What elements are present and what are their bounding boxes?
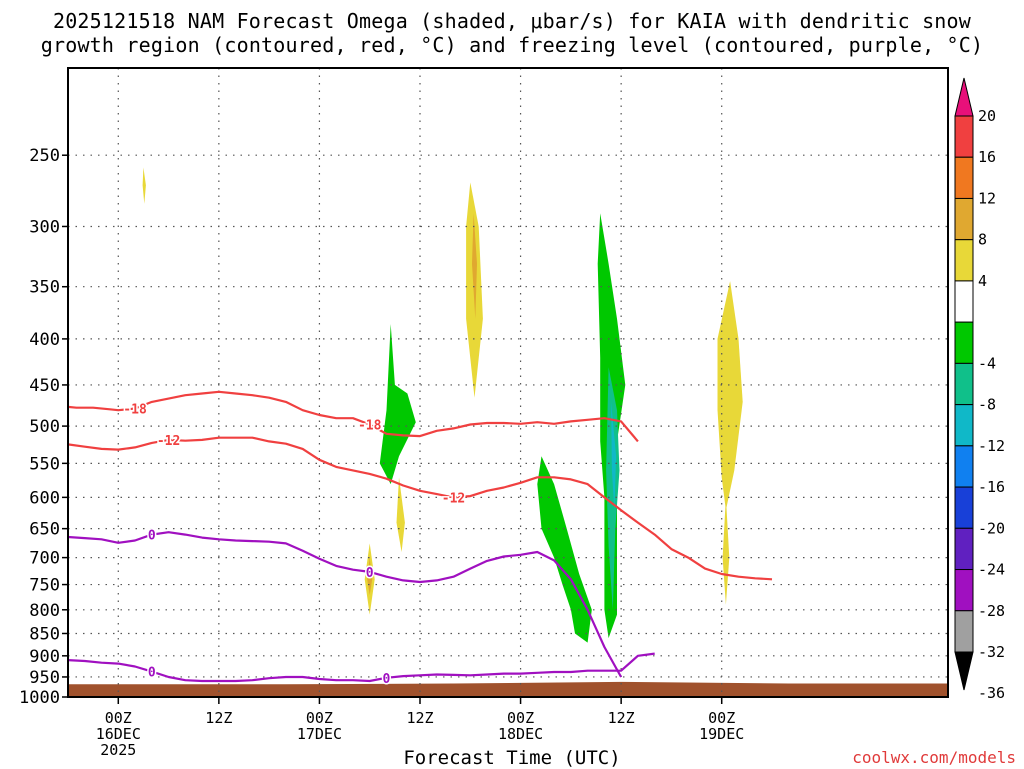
y-tick-label: 550: [29, 454, 60, 474]
contour-label: 0: [366, 566, 374, 581]
x-tick-label: 16DEC: [96, 725, 141, 743]
contour-0c-upper: [67, 531, 623, 678]
contour-label: -18: [123, 403, 147, 418]
x-tick-label: 00Z: [507, 709, 534, 727]
contour-label: 0: [148, 666, 156, 681]
omega-blob: [537, 456, 592, 643]
y-tick-label: 750: [29, 576, 60, 596]
x-tick-label: 12Z: [406, 709, 433, 727]
y-tick-label: 1000: [19, 688, 60, 708]
colorbar-swatch: [954, 569, 974, 612]
colorbar-label: -28: [978, 602, 1005, 620]
contour--18c: [67, 390, 639, 443]
omega-blob: [379, 324, 416, 485]
colorbar-label: 20: [978, 107, 996, 125]
colorbar-top-arrow: [954, 77, 974, 117]
colorbar-label: 12: [978, 189, 996, 207]
y-tick-label: 650: [29, 520, 60, 540]
colorbar-label: 4: [978, 272, 987, 290]
colorbar-swatch: [954, 445, 974, 488]
y-tick-label: 300: [29, 217, 60, 237]
colorbar-swatch: [954, 321, 974, 364]
colorbar-swatch: [954, 362, 974, 406]
plot-frame: [67, 67, 949, 698]
colorbar-swatch: [954, 115, 974, 158]
colorbar-swatch: [954, 156, 974, 199]
colorbar-label: -20: [978, 519, 1005, 537]
chart-title-line2: growth region (contoured, red, °C) and f…: [40, 33, 984, 57]
y-tick-label: 450: [29, 376, 60, 396]
colorbar-swatch: [954, 197, 974, 241]
colorbar-swatch: [954, 280, 974, 323]
contour-label: -18: [358, 419, 382, 434]
omega-blob: [717, 281, 743, 511]
colorbar-label: -32: [978, 643, 1005, 661]
y-tick-label: 850: [29, 624, 60, 644]
contour-label: -12: [157, 434, 180, 449]
y-tick-label: 350: [29, 278, 60, 298]
y-tick-label: 900: [29, 647, 60, 667]
contour-label: -12: [442, 491, 465, 506]
colorbar-swatch: [954, 610, 974, 653]
x-tick-label: 2025: [100, 741, 136, 759]
x-tick-label: 00Z: [105, 709, 132, 727]
y-tick-label: 250: [29, 146, 60, 166]
x-tick-label: 12Z: [608, 709, 635, 727]
x-tick-label: 00Z: [708, 709, 735, 727]
credit-text: coolwx.com/models: [852, 748, 1016, 767]
colorbar-swatch: [954, 486, 974, 529]
colorbar-label: 16: [978, 148, 996, 166]
terrain-fill: [68, 681, 948, 697]
omega-blob: [142, 167, 146, 204]
colorbar-label: 8: [978, 231, 987, 249]
x-tick-label: 17DEC: [297, 725, 342, 743]
omega-blob: [611, 401, 617, 511]
x-tick-label: 18DEC: [498, 725, 543, 743]
y-tick-label: 400: [29, 330, 60, 350]
colorbar-swatch: [954, 239, 974, 282]
contour-0c-lower: [67, 652, 655, 683]
omega-blob: [367, 557, 373, 595]
x-tick-label: 19DEC: [699, 725, 744, 743]
colorbar-bottom-arrow: [954, 651, 974, 691]
colorbar-swatch: [954, 404, 974, 447]
contour-label: 0: [383, 672, 391, 687]
colorbar-label: -8: [978, 396, 996, 414]
y-tick-label: 500: [29, 417, 60, 437]
colorbar-swatch: [954, 527, 974, 571]
colorbar-label: -36: [978, 684, 1005, 702]
x-axis-label: Forecast Time (UTC): [403, 747, 621, 769]
y-tick-label: 800: [29, 601, 60, 621]
omega-blob: [472, 213, 477, 319]
omega-blob: [396, 477, 405, 552]
colorbar-label: -24: [978, 561, 1005, 579]
y-tick-label: 700: [29, 549, 60, 569]
x-tick-label: 00Z: [306, 709, 333, 727]
x-tick-label: 12Z: [205, 709, 232, 727]
omega-blob: [722, 497, 730, 605]
colorbar-label: -4: [978, 354, 996, 372]
y-tick-label: 600: [29, 488, 60, 508]
colorbar-label: -12: [978, 437, 1005, 455]
contour--12c: [67, 436, 773, 581]
omega-blob: [606, 367, 620, 610]
y-tick-label: 950: [29, 668, 60, 688]
contour-label: 0: [148, 529, 156, 544]
colorbar-label: -16: [978, 478, 1005, 496]
chart-title-line1: 2025121518 NAM Forecast Omega (shaded, μ…: [52, 9, 972, 33]
